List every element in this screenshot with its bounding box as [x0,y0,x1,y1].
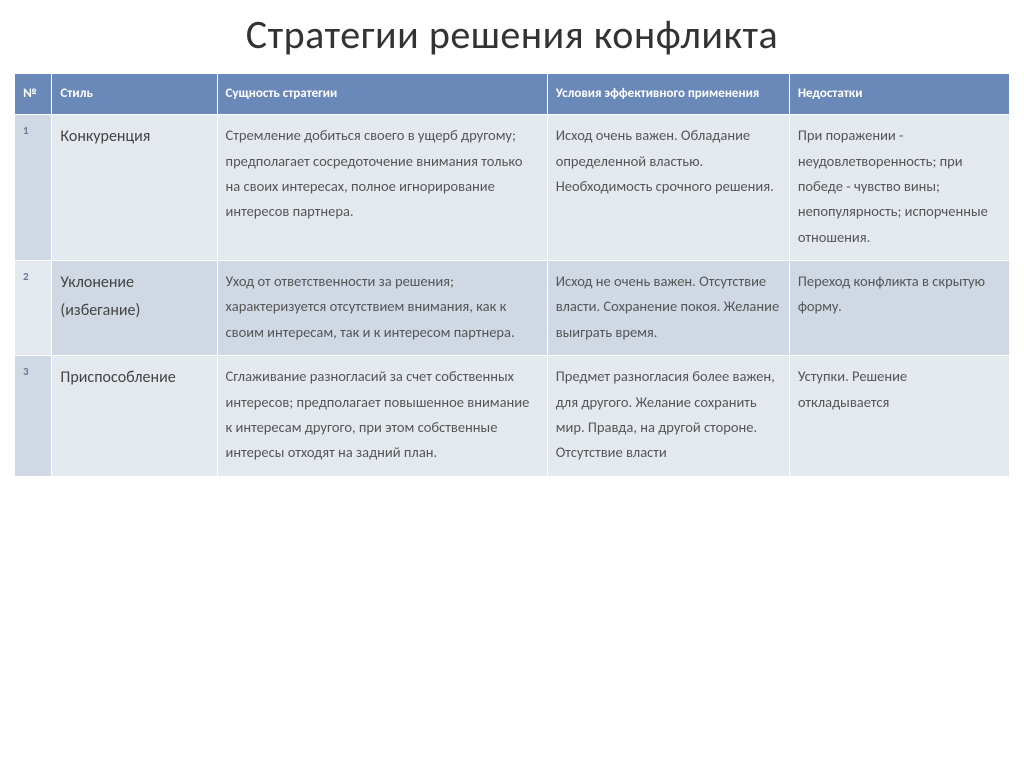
page-title: Стратегии решения конфликта [14,10,1010,59]
col-header-style: Стиль [52,74,217,115]
cell-conditions: Предмет разногласия более важен, для дру… [547,356,789,477]
cell-drawbacks: Уступки. Решение откладывается [789,356,1009,477]
table-header-row: № Стиль Сущность стратегии Условия эффек… [15,74,1010,115]
table-row: 2 Уклонение (избегание) Уход от ответств… [15,261,1010,356]
table-row: 3 Приспособление Сглаживание разногласий… [15,356,1010,477]
cell-num: 3 [15,356,52,477]
cell-num: 1 [15,115,52,261]
col-header-num: № [15,74,52,115]
col-header-essence: Сущность стратегии [217,74,547,115]
cell-style: Конкуренция [52,115,217,261]
cell-style: Приспособление [52,356,217,477]
col-header-conditions: Условия эффективного применения [547,74,789,115]
cell-num: 2 [15,261,52,356]
cell-essence: Сглаживание разногласий за счет собствен… [217,356,547,477]
strategies-table: № Стиль Сущность стратегии Условия эффек… [14,73,1010,477]
col-header-drawbacks: Недостатки [789,74,1009,115]
cell-style: Уклонение (избегание) [52,261,217,356]
cell-essence: Стремление добиться своего в ущерб друго… [217,115,547,261]
cell-drawbacks: При поражении - неудовлетворенность; при… [789,115,1009,261]
cell-conditions: Исход не очень важен. Отсутствие власти.… [547,261,789,356]
cell-drawbacks: Переход конфликта в скрытую форму. [789,261,1009,356]
slide: Стратегии решения конфликта № Стиль Сущн… [0,0,1024,767]
cell-essence: Уход от ответственности за решения; хара… [217,261,547,356]
table-row: 1 Конкуренция Стремление добиться своего… [15,115,1010,261]
cell-conditions: Исход очень важен. Обладание определенно… [547,115,789,261]
